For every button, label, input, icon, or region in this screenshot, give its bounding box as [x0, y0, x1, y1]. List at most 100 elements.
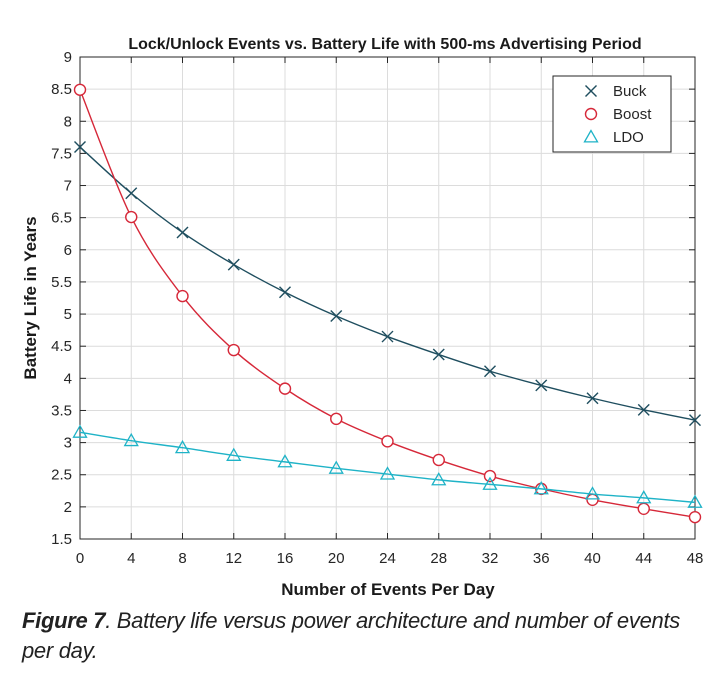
- x-tick-label: 40: [584, 550, 601, 567]
- y-tick-label: 1.5: [51, 531, 72, 548]
- x-tick-label: 36: [533, 550, 550, 567]
- y-tick-label: 2.5: [51, 467, 72, 484]
- y-tick-label: 4.5: [51, 338, 72, 355]
- x-tick-label: 28: [430, 550, 447, 567]
- legend-marker-buck: [585, 85, 597, 97]
- data-point-buck: [432, 348, 445, 361]
- data-point-boost: [330, 412, 343, 426]
- x-tick-label: 48: [687, 550, 704, 567]
- x-tick-label: 16: [277, 550, 294, 567]
- marker-stroke: [227, 258, 240, 271]
- legend-marker-ldo: [583, 129, 599, 143]
- data-point-ldo: [72, 424, 88, 438]
- figure-caption: Figure 7. Battery life versus power arch…: [22, 606, 712, 666]
- legend-label-buck: Buck: [613, 83, 647, 100]
- y-tick-label: 6.5: [51, 210, 72, 227]
- marker-stroke: [535, 379, 548, 392]
- figure-caption-text: . Battery life versus power architecture…: [22, 608, 680, 663]
- y-tick-label: 8: [64, 113, 72, 130]
- y-tick-label: 2: [64, 499, 72, 516]
- data-point-boost: [73, 83, 87, 96]
- data-point-boost: [125, 210, 138, 224]
- data-point-buck: [330, 309, 343, 322]
- series-line-ldo: [79, 431, 696, 504]
- data-point-boost: [278, 382, 292, 395]
- legend-box: [552, 75, 672, 153]
- y-tick-label: 7: [64, 178, 72, 195]
- data-point-ldo: [482, 476, 498, 490]
- y-tick-label: 6: [64, 242, 72, 259]
- legend-label-ldo: LDO: [613, 129, 644, 146]
- y-tick-label: 3: [64, 435, 72, 452]
- marker-stroke: [689, 414, 701, 427]
- data-point-boost: [381, 435, 394, 448]
- data-point-boost: [176, 289, 189, 303]
- x-tick-label: 32: [482, 550, 499, 567]
- data-point-boost: [637, 502, 650, 515]
- data-point-buck: [689, 414, 701, 427]
- marker-stroke: [585, 85, 597, 97]
- data-point-ldo: [328, 460, 344, 474]
- data-point-ldo: [431, 472, 447, 486]
- marker-stroke: [125, 187, 138, 200]
- figure-label: Figure 7: [22, 608, 106, 633]
- data-point-buck: [484, 365, 496, 378]
- data-point-ldo: [533, 481, 549, 495]
- data-point-buck: [279, 286, 291, 299]
- y-tick-label: 4: [64, 370, 72, 387]
- x-tick-label: 8: [178, 550, 186, 567]
- data-point-buck: [381, 330, 394, 343]
- marker-stroke: [637, 403, 650, 416]
- data-point-buck: [176, 226, 189, 239]
- marker-stroke: [432, 348, 445, 361]
- x-tick-label: 44: [635, 550, 652, 567]
- legend-marker-boost: [584, 107, 598, 121]
- data-point-buck: [637, 403, 650, 416]
- data-point-ldo: [174, 439, 191, 454]
- data-point-ldo: [379, 466, 396, 480]
- series-buck: [74, 140, 701, 427]
- marker-stroke: [484, 365, 496, 378]
- data-point-ldo: [277, 454, 293, 468]
- y-tick-label: 8.5: [51, 81, 72, 98]
- data-point-boost: [432, 453, 445, 467]
- data-point-buck: [586, 392, 599, 405]
- marker-stroke: [586, 392, 599, 405]
- marker-stroke: [279, 286, 291, 299]
- y-tick-label: 5: [64, 306, 72, 323]
- y-tick-label: 9: [64, 49, 72, 66]
- data-point-ldo: [226, 447, 242, 461]
- marker-stroke: [74, 140, 86, 153]
- data-point-buck: [125, 187, 138, 200]
- x-tick-label: 0: [76, 550, 84, 567]
- x-tick-label: 24: [379, 550, 396, 567]
- y-tick-label: 5.5: [51, 274, 72, 291]
- axis-ticks: 0 4 8 12 16 20 24 28 32 36 40 44 481.522.533.544.555…: [51, 49, 703, 567]
- chart-title: Lock/Unlock Events vs. Battery Life with…: [128, 36, 641, 53]
- data-point-buck: [227, 258, 240, 271]
- data-point-boost: [688, 510, 702, 524]
- marker-stroke: [176, 226, 189, 239]
- marker-stroke: [381, 330, 394, 343]
- data-point-boost: [483, 469, 497, 483]
- marker-stroke: [330, 309, 343, 322]
- x-tick-label: 4: [127, 550, 135, 567]
- data-point-ldo: [123, 432, 139, 447]
- y-tick-label: 3.5: [51, 402, 72, 419]
- legend-label-boost: Boost: [613, 106, 652, 123]
- data-point-buck: [74, 140, 86, 153]
- x-axis-label: Number of Events Per Day: [281, 580, 495, 599]
- x-tick-label: 20: [328, 550, 345, 567]
- data-point-ldo: [636, 490, 652, 504]
- data-point-buck: [535, 379, 548, 392]
- y-axis-label: Battery Life in Years: [21, 216, 40, 379]
- series-ldo: [72, 424, 703, 508]
- battery-life-chart: Lock/Unlock Events vs. Battery Life with…: [21, 36, 703, 599]
- x-tick-label: 12: [225, 550, 242, 567]
- data-point-boost: [586, 493, 599, 506]
- series-layer: [72, 83, 703, 524]
- y-tick-label: 7.5: [51, 145, 72, 162]
- data-point-ldo: [687, 494, 703, 508]
- data-point-boost: [227, 343, 240, 357]
- data-point-ldo: [584, 486, 601, 500]
